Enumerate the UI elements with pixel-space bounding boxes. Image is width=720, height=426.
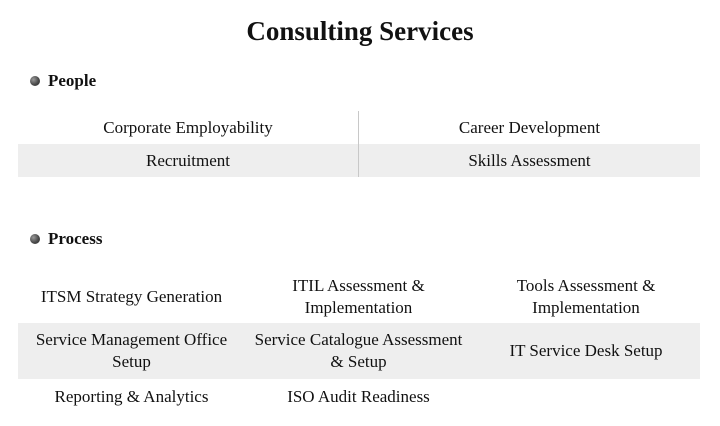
service-itil-assessment-implementation[interactable]: ITIL Assessment & Implementation	[292, 276, 425, 317]
service-tools-assessment-implementation[interactable]: Tools Assessment & Implementation	[516, 276, 656, 317]
table-row: Corporate Employability Career Developme…	[18, 111, 700, 144]
service-itsm-strategy-generation[interactable]: ITSM Strategy Generation	[40, 287, 223, 306]
people-services-table: Corporate Employability Career Developme…	[18, 111, 700, 177]
service-management-office-setup[interactable]: Service Management Office Setup	[35, 330, 228, 371]
table-row: Reporting & Analytics ISO Audit Readines…	[18, 379, 700, 415]
bullet-icon	[30, 234, 40, 244]
process-services-table: ITSM Strategy Generation ITIL Assessment…	[18, 271, 700, 415]
table-row: Service Management Office Setup Service …	[18, 323, 700, 379]
service-it-service-desk-setup[interactable]: IT Service Desk Setup	[509, 341, 663, 360]
section-heading-label: Process	[48, 229, 103, 248]
table-row: Recruitment Skills Assessment	[18, 144, 700, 177]
service-recruitment[interactable]: Recruitment	[18, 144, 359, 177]
section-heading-process: Process	[30, 228, 102, 250]
section-heading-people: People	[30, 70, 96, 92]
service-catalogue-assessment-setup[interactable]: Service Catalogue Assessment & Setup	[254, 330, 463, 371]
table-row: ITSM Strategy Generation ITIL Assessment…	[18, 271, 700, 323]
section-heading-label: People	[48, 71, 97, 90]
service-reporting-analytics[interactable]: Reporting & Analytics	[54, 387, 209, 406]
service-iso-audit-readiness[interactable]: ISO Audit Readiness	[287, 387, 430, 406]
service-skills-assessment[interactable]: Skills Assessment	[468, 150, 591, 170]
page-title: Consulting Services	[246, 16, 474, 46]
empty-cell	[472, 379, 700, 415]
service-career-development[interactable]: Career Development	[458, 117, 601, 137]
service-corporate-employability[interactable]: Corporate Employability	[18, 111, 359, 144]
bullet-icon	[30, 76, 40, 86]
